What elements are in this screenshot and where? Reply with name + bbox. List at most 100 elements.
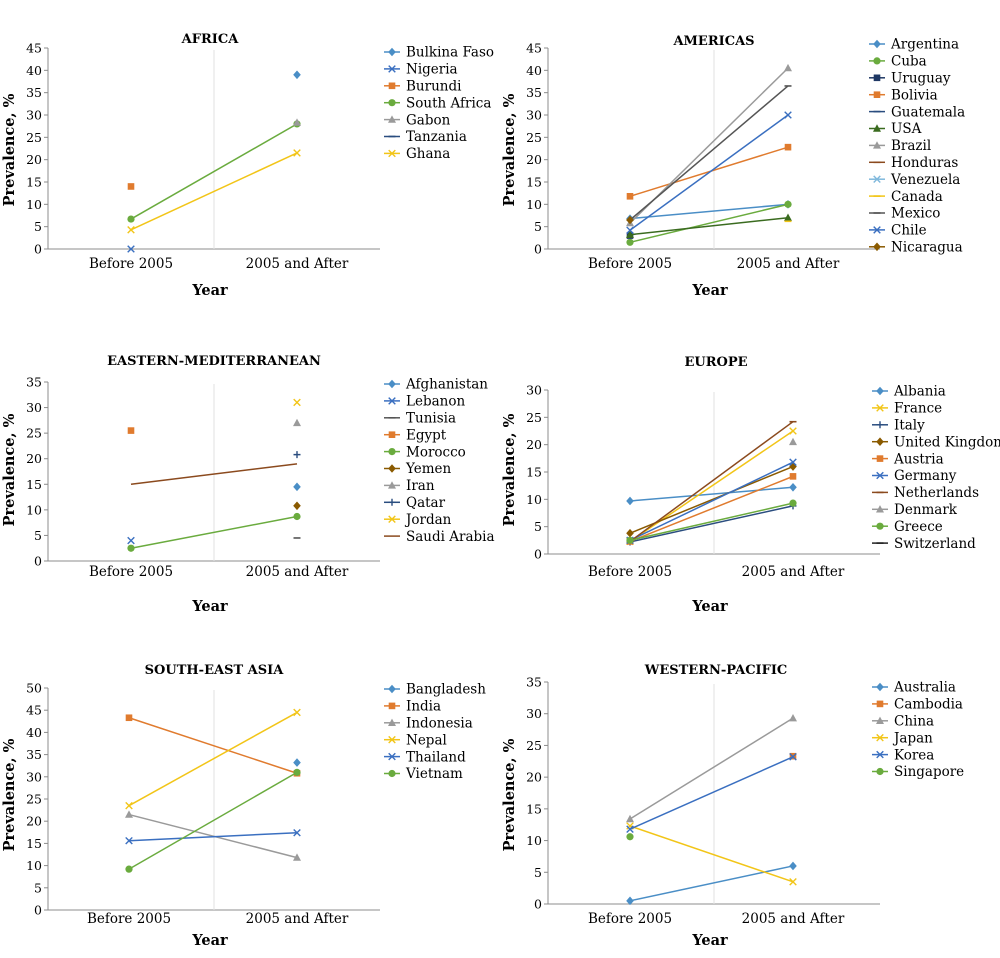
legend-item-vietnam: Vietnam bbox=[384, 766, 463, 782]
y-tick-label: 35 bbox=[26, 747, 42, 762]
series-afghanistan bbox=[293, 482, 301, 492]
series-japan bbox=[626, 822, 797, 886]
legend-marker bbox=[876, 421, 884, 429]
legend-label: Afghanistan bbox=[405, 377, 488, 393]
legend-marker bbox=[873, 57, 881, 65]
legend-marker bbox=[388, 702, 396, 710]
series-bangladesh bbox=[293, 758, 301, 767]
data-point bbox=[789, 861, 797, 871]
series-line bbox=[629, 203, 789, 220]
series-morocco bbox=[127, 512, 301, 552]
legend-label: Nigeria bbox=[406, 62, 458, 78]
legend-label: Austria bbox=[893, 451, 944, 467]
legend-label: Brazil bbox=[891, 138, 931, 154]
y-tick-label: 50 bbox=[26, 681, 42, 696]
x-tick-label: 2005 and After bbox=[246, 256, 349, 272]
data-point bbox=[293, 758, 301, 767]
data-point bbox=[784, 143, 792, 151]
x-axis-label: Year bbox=[191, 932, 228, 949]
y-tick-label: 40 bbox=[26, 725, 42, 740]
data-point bbox=[125, 836, 133, 845]
y-tick-label: 25 bbox=[26, 426, 42, 441]
legend-item-germany: Germany bbox=[872, 468, 957, 484]
series-line bbox=[629, 825, 794, 883]
legend-label: United Kingdom bbox=[894, 434, 1000, 450]
data-point bbox=[293, 708, 301, 717]
legend-label: Yemen bbox=[405, 461, 452, 477]
legend-label: Argentina bbox=[890, 37, 959, 53]
legend-marker bbox=[876, 522, 884, 530]
legend-item-austria: Austria bbox=[872, 451, 944, 467]
x-axis-label: Year bbox=[191, 282, 228, 299]
series-line bbox=[629, 216, 789, 236]
x-tick-label: 2005 and After bbox=[737, 256, 840, 272]
y-tick-label: 40 bbox=[526, 63, 542, 78]
y-tick-label: 20 bbox=[26, 814, 42, 829]
data-point bbox=[293, 853, 301, 861]
chart-title: AMERICAS bbox=[672, 34, 754, 49]
data-point bbox=[293, 70, 301, 80]
legend-marker bbox=[388, 82, 396, 90]
series-line bbox=[629, 475, 794, 543]
data-point bbox=[626, 896, 634, 906]
y-tick-label: 10 bbox=[526, 197, 542, 212]
y-tick-label: 15 bbox=[26, 477, 42, 492]
legend-item-saudi-arabia: Saudi Arabia bbox=[384, 529, 495, 545]
chart-europe: EUROPE 0 5 10 15 20 25 30 Before 2005 2005 and Af… bbox=[501, 355, 1000, 615]
data-point bbox=[626, 536, 634, 544]
series-lebanon bbox=[127, 536, 135, 545]
legend-label: Iran bbox=[406, 478, 435, 494]
legend-marker bbox=[876, 700, 884, 708]
legend-item-uruguay: Uruguay bbox=[869, 71, 951, 87]
series-nicaragua bbox=[626, 215, 634, 225]
y-tick-label: 20 bbox=[526, 770, 542, 785]
legend-label: Indonesia bbox=[406, 716, 473, 732]
legend-label: Saudi Arabia bbox=[406, 529, 495, 545]
y-tick-label: 30 bbox=[26, 400, 42, 415]
series-line bbox=[629, 421, 794, 543]
legend-item-usa: USA bbox=[869, 121, 922, 137]
data-point bbox=[784, 63, 792, 72]
legend: AustraliaCambodiaChinaJapanKoreaSingapor… bbox=[872, 680, 964, 780]
series-qatar bbox=[293, 451, 301, 459]
legend-label: Gabon bbox=[406, 112, 451, 128]
legend-item-burundi: Burundi bbox=[384, 79, 462, 95]
legend-label: Bolivia bbox=[891, 87, 938, 103]
y-tick-label: 25 bbox=[26, 130, 42, 145]
data-point bbox=[125, 810, 133, 818]
legend-item-venezuela: Venezuela bbox=[869, 172, 960, 188]
y-tick-label: 20 bbox=[26, 451, 42, 466]
legend-label: Cambodia bbox=[894, 697, 963, 713]
y-tick-label: 10 bbox=[26, 502, 42, 517]
series-korea bbox=[626, 753, 797, 833]
legend-marker bbox=[873, 242, 881, 252]
legend-label: Tanzania bbox=[406, 129, 467, 145]
legend-label: Italy bbox=[894, 418, 925, 434]
legend-item-japan: Japan bbox=[872, 730, 933, 746]
data-point bbox=[789, 473, 797, 480]
legend-marker bbox=[876, 716, 884, 724]
legend-item-china: China bbox=[872, 714, 934, 730]
data-point bbox=[626, 814, 634, 823]
legend-label: Qatar bbox=[406, 495, 446, 511]
data-point bbox=[789, 458, 797, 466]
data-point bbox=[125, 714, 133, 722]
data-point bbox=[125, 801, 133, 810]
legend-label: Ghana bbox=[406, 146, 450, 162]
legend-item-australia: Australia bbox=[872, 680, 956, 696]
legend-item-argentina: Argentina bbox=[869, 37, 959, 53]
series-ghana bbox=[127, 149, 301, 234]
legend-label: Denmark bbox=[894, 502, 958, 518]
legend-marker bbox=[388, 515, 396, 523]
data-point bbox=[125, 865, 133, 873]
series-line bbox=[130, 123, 298, 220]
series-france bbox=[626, 427, 797, 546]
legend-marker bbox=[388, 431, 396, 438]
y-tick-label: 15 bbox=[26, 175, 42, 190]
data-point bbox=[789, 483, 797, 492]
legend-label: Korea bbox=[894, 747, 934, 763]
legend-item-yemen: Yemen bbox=[384, 461, 452, 477]
y-tick-label: 15 bbox=[26, 836, 42, 851]
series-line bbox=[629, 85, 789, 221]
